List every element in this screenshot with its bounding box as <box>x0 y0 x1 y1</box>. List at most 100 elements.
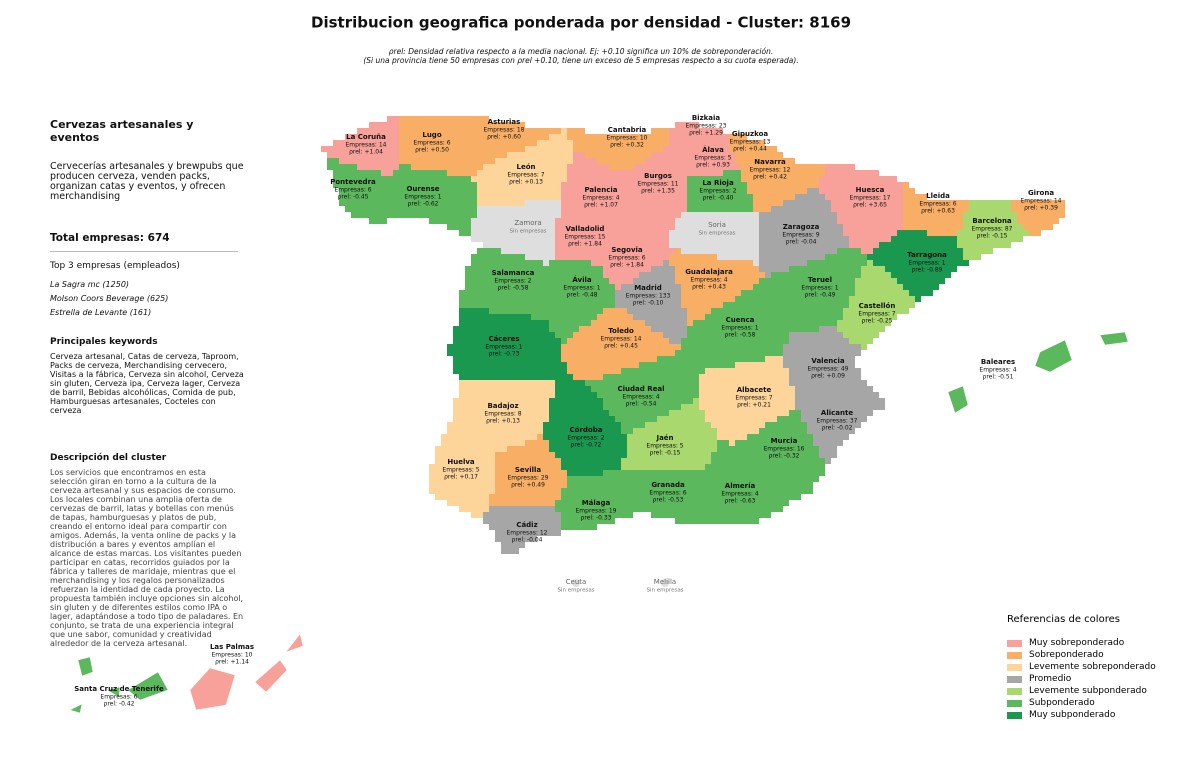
province-name: Las Palmas <box>210 643 254 651</box>
legend: Referencias de colores Muy sobreponderad… <box>1007 614 1156 721</box>
province-shape <box>819 164 903 254</box>
legend-item: Muy subponderado <box>1007 709 1156 721</box>
legend-label: Muy subponderado <box>1029 710 1116 720</box>
province-shape <box>675 140 741 176</box>
province-name: León <box>516 163 535 171</box>
province-count: Empresas: 11 <box>638 181 679 188</box>
island-shape <box>254 659 288 693</box>
legend-label: Promedio <box>1029 674 1072 684</box>
province-count: Empresas: 19 <box>576 508 617 515</box>
province-name: Lleida <box>926 192 950 200</box>
province-shape <box>327 158 387 224</box>
province-count: Empresas: 1 <box>801 285 838 292</box>
province-shape <box>681 278 789 374</box>
province-shape <box>567 128 669 170</box>
province-rho: ρrel: +0.49 <box>511 482 545 489</box>
province-count: Empresas: 4 <box>622 394 659 401</box>
province-count: Empresas: 17 <box>850 195 891 202</box>
province-shape <box>465 116 561 170</box>
province-count: Sin empresas <box>698 231 735 237</box>
legend-swatch <box>1007 651 1022 659</box>
province-shape <box>585 350 699 434</box>
province-rho: ρrel: +0.32 <box>610 142 644 149</box>
province-shape <box>597 218 675 290</box>
province-rho: ρrel: -0.02 <box>822 425 853 432</box>
province-name: Granada <box>651 481 685 489</box>
province-count: Empresas: 1 <box>485 344 522 351</box>
province-count: Sin empresas <box>557 588 594 594</box>
province-count: Empresas: 49 <box>808 366 849 373</box>
province-name: Burgos <box>644 172 672 180</box>
province-name: Alicante <box>821 409 853 417</box>
province-rho: ρrel: +0.17 <box>444 474 478 481</box>
province-shape <box>543 374 627 476</box>
province-count: Empresas: 9 <box>782 232 819 239</box>
province-rho: ρrel: -0.40 <box>703 195 734 202</box>
island-shape <box>1099 331 1129 346</box>
province-rho: ρrel: +0.60 <box>487 134 521 141</box>
province-rho: ρrel: -0.15 <box>977 233 1008 240</box>
province-count: Sin empresas <box>646 588 683 594</box>
province-name: Castellón <box>859 302 896 310</box>
province-count: Empresas: 14 <box>1021 198 1062 205</box>
legend-label: Subponderado <box>1029 698 1095 708</box>
legend-item: Sobreponderado <box>1007 649 1156 661</box>
province-shape <box>741 146 825 212</box>
province-name: Segovia <box>611 246 643 254</box>
province-rho: ρrel: +0.21 <box>737 402 771 409</box>
province-name: Tarragona <box>907 251 947 259</box>
province-shape <box>627 146 687 230</box>
province-rho: ρrel: +1.84 <box>568 241 602 248</box>
legend-title: Referencias de colores <box>1007 614 1120 625</box>
province-rho: ρrel: +1.04 <box>349 149 383 156</box>
province-shape <box>321 116 399 176</box>
province-shape <box>615 260 687 344</box>
province-count: Empresas: 12 <box>507 530 548 537</box>
province-name: Santa Cruz de Tenerife <box>74 685 164 693</box>
province-shape <box>957 200 1029 260</box>
province-name: Cuenca <box>726 316 755 324</box>
total: Total empresas: 674 <box>50 232 170 244</box>
province-name: Ávila <box>572 275 592 284</box>
territory-dot <box>572 579 580 587</box>
legend-swatch <box>1007 663 1022 671</box>
province-count: Empresas: 4 <box>979 367 1016 374</box>
province-rho: ρrel: -0.49 <box>805 292 836 299</box>
province-rho: ρrel: -0.89 <box>912 267 943 274</box>
province-rho: ρrel: -0.45 <box>338 194 369 201</box>
legend-swatch <box>1007 675 1022 683</box>
province-name: Álava <box>702 145 724 154</box>
top-heading: Top 3 empresas (empleados) <box>50 261 180 271</box>
province-shape <box>669 212 759 266</box>
province-rho: ρrel: +0.45 <box>604 343 638 350</box>
province-rho: ρrel: -0.63 <box>725 498 756 505</box>
province-rho: ρrel: +0.13 <box>509 179 543 186</box>
province-name: Málaga <box>582 499 611 507</box>
province-name: Teruel <box>808 276 832 284</box>
province-rho: ρrel: +0.44 <box>733 146 767 153</box>
island-shape <box>189 667 236 711</box>
province-shape <box>399 116 477 176</box>
province-count: Empresas: 37 <box>817 418 858 425</box>
legend-label: Levemente subponderado <box>1029 686 1147 696</box>
province-shape <box>387 164 477 236</box>
province-shape <box>759 188 849 278</box>
province-count: Empresas: 4 <box>582 195 619 202</box>
province-name: Valladolid <box>566 225 605 233</box>
province-name: Huesca <box>856 186 885 194</box>
province-shape <box>867 230 969 302</box>
province-name: Cádiz <box>516 521 537 529</box>
province-shape <box>429 422 495 518</box>
province-name: Ciudad Real <box>618 385 665 393</box>
province-count: Empresas: 7 <box>858 311 895 318</box>
subtitle: (Si una provincia tiene 50 empresas con … <box>363 56 798 65</box>
province-count: Empresas: 16 <box>764 446 805 453</box>
divider <box>50 251 238 252</box>
legend-swatch <box>1007 639 1022 647</box>
province-rho: ρrel: +1.07 <box>584 202 618 209</box>
subtitle: ρrel: Densidad relativa respecto a la me… <box>389 47 773 56</box>
province-count: Empresas: 10 <box>607 135 648 142</box>
